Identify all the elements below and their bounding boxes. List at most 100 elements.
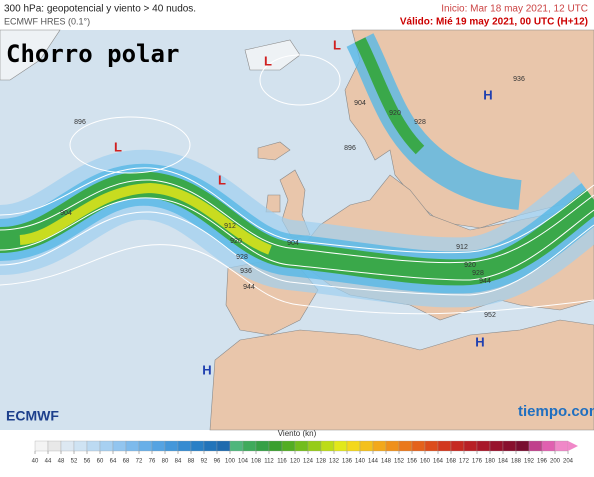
title: 300 hPa: geopotencial y viento > 40 nudo…: [4, 4, 196, 15]
model: ECMWF HRES (0.1°): [4, 16, 90, 26]
logo-right: tiempo.com: [518, 403, 594, 420]
contour-label: 896: [74, 119, 86, 126]
legend-title: Viento (kn): [278, 429, 317, 438]
contour-label: 928: [472, 270, 484, 277]
legend-swatch: [320, 440, 335, 452]
contour-label: 912: [224, 223, 236, 230]
pressure-center: L: [333, 37, 341, 52]
legend-tick-label: 108: [251, 459, 262, 465]
legend-tick-label: 84: [175, 459, 182, 465]
legend-arrow: [568, 441, 578, 451]
legend-swatch: [398, 440, 413, 452]
legend-tick-label: 204: [563, 459, 574, 465]
legend-tick-label: 100: [225, 459, 236, 465]
legend-tick-label: 128: [316, 459, 327, 465]
legend-swatch: [437, 440, 452, 452]
legend-tick-label: 124: [303, 459, 314, 465]
legend-tick-label: 148: [381, 459, 392, 465]
legend-tick-label: 136: [342, 459, 353, 465]
labels: LLLLHHH896896904904904912912920920920928…: [60, 37, 525, 377]
legend-tick-label: 92: [201, 459, 208, 465]
legend-tick-label: 192: [524, 459, 535, 465]
legend-swatch: [60, 440, 75, 452]
legend-swatch: [528, 440, 543, 452]
legend-swatch: [424, 440, 439, 452]
legend-swatch: [411, 440, 426, 452]
legend-swatch: [151, 440, 166, 452]
legend-swatch: [229, 440, 244, 452]
contour-label: 936: [240, 268, 252, 275]
legend-swatch: [268, 440, 283, 452]
legend-tick-label: 96: [214, 459, 221, 465]
contour-label: 920: [389, 110, 401, 117]
legend: 40 44 48 52 56 60 64 68 72 76 80 84 88 92 96 100 104 108 1…: [32, 440, 578, 465]
legend-swatch: [255, 440, 270, 452]
legend-tick-label: 44: [45, 459, 52, 465]
legend-tick-label: 164: [433, 459, 444, 465]
contour-label: 904: [354, 100, 366, 107]
overlay-title: Chorro polar: [6, 40, 179, 68]
legend-swatch: [359, 440, 374, 452]
legend-tick-label: 80: [162, 459, 169, 465]
valid-time: Válido: Mié 19 may 2021, 00 UTC (H+12): [400, 17, 588, 28]
legend-swatch: [372, 440, 387, 452]
legend-swatch: [86, 440, 101, 452]
legend-tick-label: 60: [97, 459, 104, 465]
legend-swatch: [216, 440, 231, 452]
legend-swatch: [99, 440, 114, 452]
pressure-center: L: [264, 53, 272, 68]
legend-tick-label: 76: [149, 459, 156, 465]
pressure-center: L: [114, 139, 122, 154]
legend-swatch: [281, 440, 296, 452]
legend-tick-label: 56: [84, 459, 91, 465]
jet-stream: [0, 33, 594, 308]
legend-swatch: [34, 440, 49, 452]
legend-tick-label: 152: [394, 459, 405, 465]
legend-swatch: [541, 440, 556, 452]
contour-label: 904: [60, 210, 72, 217]
pressure-center: H: [202, 362, 211, 377]
pressure-center: H: [475, 334, 484, 349]
init-time: Inicio: Mar 18 may 2021, 12 UTC: [441, 4, 588, 15]
contour-label: 912: [456, 244, 468, 251]
legend-tick-label: 140: [355, 459, 366, 465]
legend-swatch: [138, 440, 153, 452]
legend-tick-label: 52: [71, 459, 78, 465]
legend-tick-label: 168: [446, 459, 457, 465]
contours: [0, 54, 594, 315]
contour-label: 952: [484, 312, 496, 319]
legend-swatch: [489, 440, 504, 452]
legend-tick-label: 120: [290, 459, 301, 465]
legend-tick-label: 144: [368, 459, 379, 465]
legend-tick-label: 172: [459, 459, 470, 465]
map: [0, 29, 594, 431]
legend-swatch: [203, 440, 218, 452]
contour-label: 944: [479, 278, 491, 285]
legend-tick-label: 200: [550, 459, 561, 465]
legend-swatch: [515, 440, 530, 452]
legend-swatch: [294, 440, 309, 452]
contour-label: 936: [513, 76, 525, 83]
legend-tick-label: 64: [110, 459, 117, 465]
legend-tick-label: 116: [277, 459, 287, 465]
contour-label: 928: [414, 119, 426, 126]
legend-swatch: [112, 440, 127, 452]
legend-tick-label: 188: [511, 459, 522, 465]
pressure-center: H: [483, 87, 492, 102]
legend-tick-label: 160: [420, 459, 431, 465]
legend-swatch: [307, 440, 322, 452]
legend-swatch: [47, 440, 62, 452]
contour-label: 920: [230, 238, 242, 245]
legend-swatch: [450, 440, 465, 452]
legend-swatch: [242, 440, 257, 452]
contour-label: 944: [243, 284, 255, 291]
legend-swatch: [73, 440, 88, 452]
legend-swatch: [346, 440, 361, 452]
legend-tick-label: 176: [472, 459, 483, 465]
contour-label: 920: [464, 262, 476, 269]
legend-swatch: [125, 440, 140, 452]
legend-swatch: [476, 440, 491, 452]
legend-swatch: [164, 440, 179, 452]
contour-label: 904: [287, 240, 299, 247]
legend-tick-label: 48: [58, 459, 65, 465]
